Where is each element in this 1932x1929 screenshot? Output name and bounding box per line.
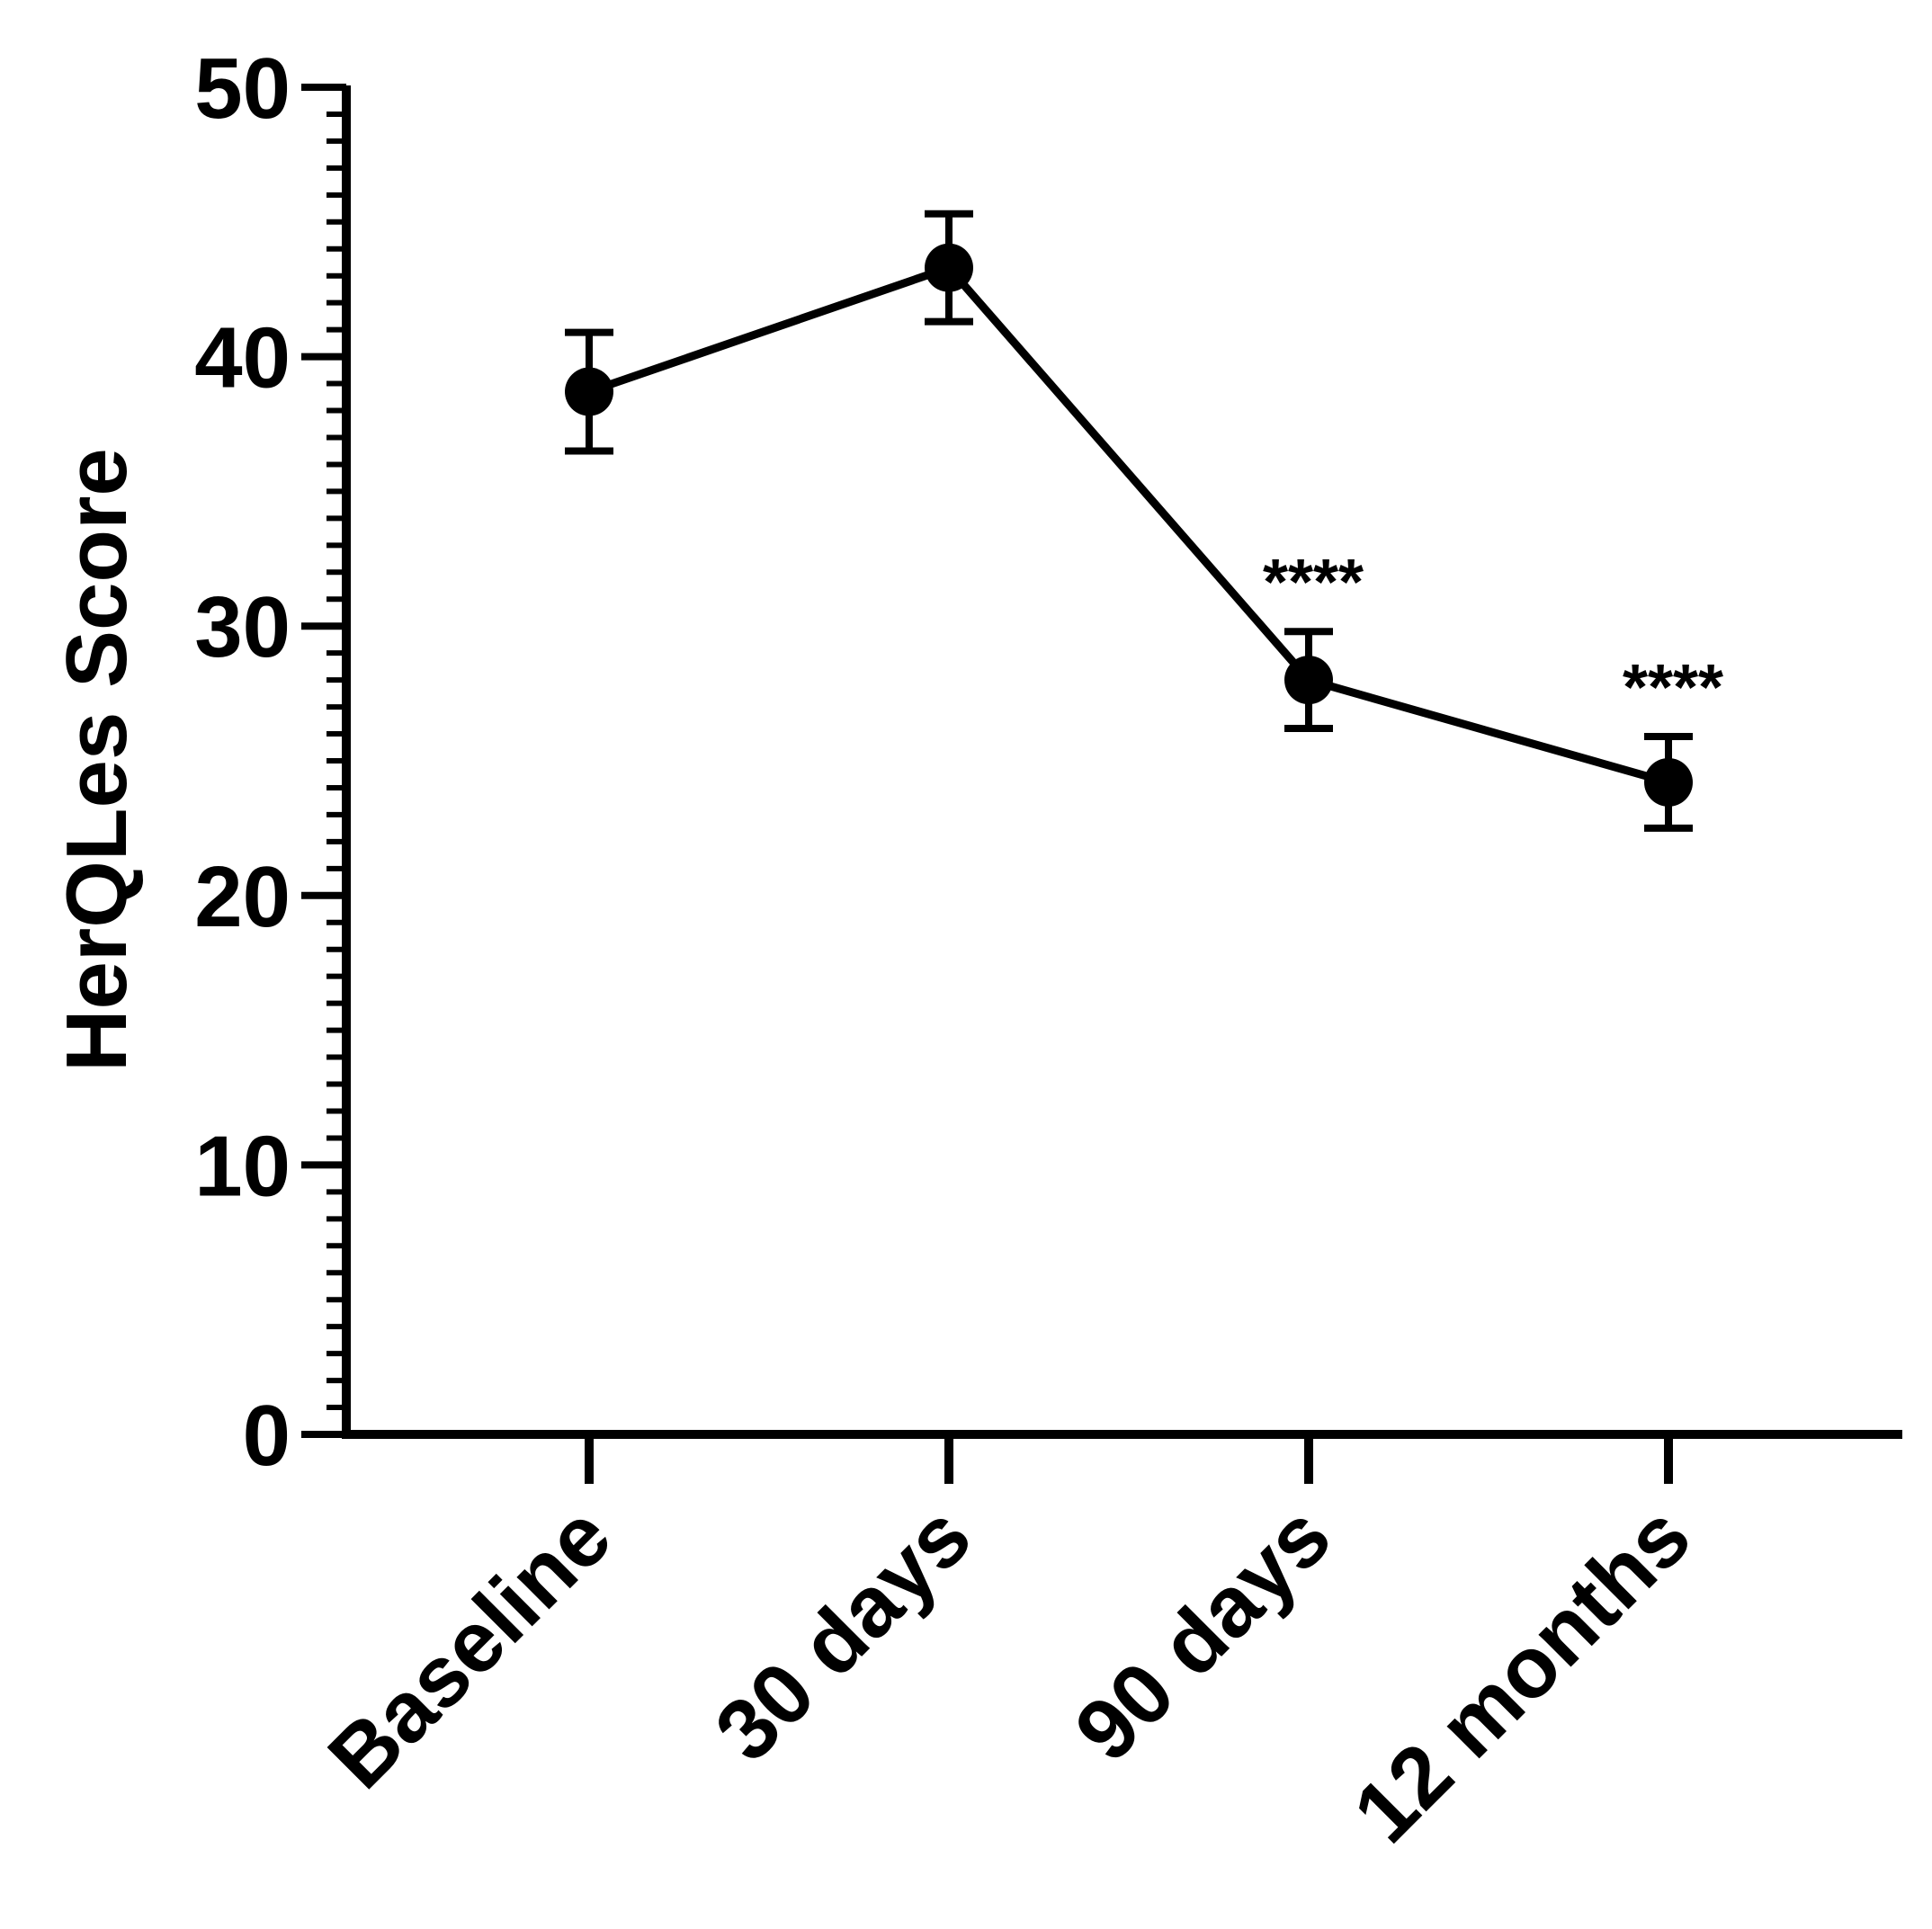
x-category-label: 90 days bbox=[1057, 1487, 1349, 1780]
data-point bbox=[565, 367, 613, 416]
y-tick-label: 30 bbox=[194, 579, 291, 675]
y-tick-label: 40 bbox=[194, 310, 291, 406]
significance-annotation: **** bbox=[1623, 652, 1723, 724]
y-tick-label: 10 bbox=[194, 1118, 291, 1214]
y-ticks: 0 10 20 30 40 50 bbox=[194, 40, 1673, 1484]
significance-annotation: **** bbox=[1263, 547, 1364, 619]
x-category-label: 12 months bbox=[1336, 1487, 1709, 1861]
y-tick-label: 50 bbox=[194, 40, 291, 137]
x-category-label: 30 days bbox=[697, 1487, 989, 1780]
y-tick-label: 0 bbox=[243, 1388, 291, 1484]
y-axis-label: HerQLes Score bbox=[49, 448, 145, 1072]
data-point bbox=[1644, 757, 1693, 807]
x-category-label: Baseline bbox=[310, 1487, 630, 1807]
data-point bbox=[925, 243, 973, 292]
data-point bbox=[1284, 656, 1333, 705]
series bbox=[565, 210, 1693, 832]
series-line bbox=[587, 263, 1670, 787]
y-tick-label: 20 bbox=[194, 849, 291, 945]
